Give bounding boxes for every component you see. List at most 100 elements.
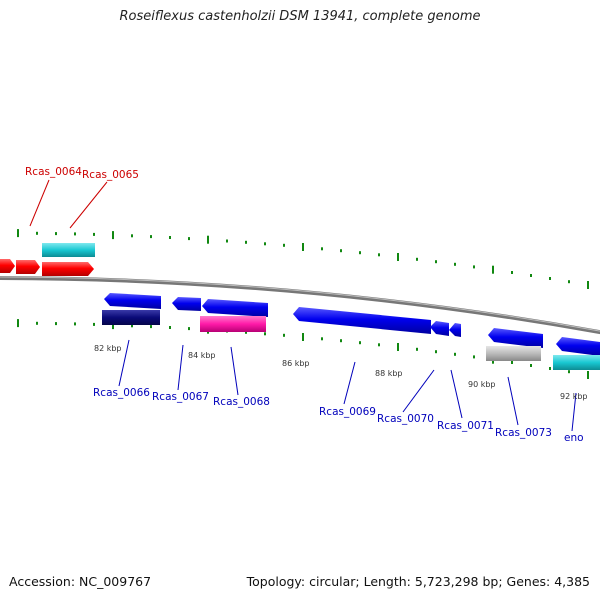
minor-tick [150,235,152,239]
genome-summary-text: Topology: circular; Length: 5,723,298 bp… [246,574,590,589]
gene-rcas-0065-arrow [42,262,94,276]
minor-tick [416,347,418,351]
minor-tick [454,352,456,356]
major-tick [397,343,399,351]
minor-tick [131,324,133,328]
minor-tick [169,236,171,239]
minor-tick [454,262,456,266]
minor-tick [340,339,342,343]
gene-rcas-0068-arrow [202,299,268,317]
minor-tick [169,326,171,329]
minor-tick [359,341,361,345]
minor-tick [36,321,38,325]
kbp-label: 84 kbp [188,351,216,360]
gene-label-rcas-0068[interactable]: Rcas_0068 [213,396,270,408]
gene-label-eno[interactable]: eno [564,432,584,444]
minor-tick [530,364,532,367]
genome-backbone [0,276,600,335]
minor-tick [435,260,437,264]
kbp-label: 90 kbp [468,380,496,389]
major-tick [302,243,304,251]
gene-rcas-0073-arrow [488,328,543,348]
minor-tick [321,337,323,341]
gene-rcas-0069-arrow [293,307,431,334]
rcas-0066-feature-bar [102,310,160,325]
minor-tick [435,350,437,354]
map-title: Roseiflexus castenholzii DSM 13941, comp… [119,9,481,24]
gene-eno-arrow [556,337,600,356]
kbp-label: 92 kbp [560,392,588,401]
minor-tick [245,330,247,334]
minor-tick [549,277,551,280]
gene-label-rcas-0067[interactable]: Rcas_0067 [152,391,209,403]
minor-tick [568,370,570,374]
minor-tick [473,265,475,269]
kbp-scale-labels: 82 kbp 84 kbp 86 kbp 88 kbp 90 kbp 92 kb… [94,344,588,401]
bottom-leader-lines [118,339,577,432]
minor-tick [264,242,266,246]
genome-backbone-highlight [0,276,600,332]
minor-tick [226,239,228,243]
minor-tick [36,231,38,235]
rcas-0068-feature-bar [200,316,266,332]
minor-tick [549,367,551,370]
minor-tick [188,237,190,241]
minor-tick [283,333,285,337]
kbp-label: 82 kbp [94,344,122,353]
rcas-0065-feature-bar [42,243,95,257]
kbp-label: 88 kbp [375,369,403,378]
minor-tick [150,325,152,329]
rcas-0073-feature-bar [486,346,541,361]
gene-rcas-0066-arrow [104,293,161,309]
minor-tick [93,322,95,326]
eno-feature-bar [553,355,600,370]
bottom-gene-labels: Rcas_0066 Rcas_0067 Rcas_0068 Rcas_0069 … [93,387,584,444]
gene-label-rcas-0071[interactable]: Rcas_0071 [437,420,494,432]
top-leader-lines [29,179,108,229]
minor-tick [93,232,95,236]
minor-tick [473,355,475,359]
minor-tick [511,361,513,364]
gene-label-rcas-0069[interactable]: Rcas_0069 [319,406,376,418]
minor-tick [378,343,380,347]
gene-label-rcas-0073[interactable]: Rcas_0073 [495,427,552,439]
major-tick [397,253,399,261]
major-tick [112,321,114,330]
minor-tick [416,257,418,261]
gene-label-rcas-0066[interactable]: Rcas_0066 [93,387,150,399]
minor-tick [74,232,76,236]
accession-text: Accession: NC_009767 [9,574,152,589]
gene-arrow-forward [0,259,15,273]
kbp-label: 86 kbp [282,359,310,368]
major-tick [302,333,304,341]
major-tick [587,281,589,289]
minor-tick [188,327,190,331]
gene-rcas-0067-arrow [172,297,201,311]
minor-tick [131,234,133,238]
minor-tick [568,280,570,284]
minor-tick [321,247,323,251]
minor-tick [511,271,513,274]
tick-marks [17,229,589,379]
minor-tick [55,232,57,236]
minor-tick [245,240,247,244]
gene-label-rcas-0070[interactable]: Rcas_0070 [377,413,434,425]
major-tick [587,371,589,379]
minor-tick [340,249,342,253]
major-tick [207,235,209,244]
gene-label-rcas-0064[interactable]: Rcas_0064 [25,166,82,178]
major-tick [17,319,19,328]
gene-rcas-0071-arrow [449,323,461,337]
gene-rcas-0070-arrow [430,321,449,336]
major-tick [492,265,494,274]
gene-label-rcas-0065[interactable]: Rcas_0065 [82,169,139,181]
minor-tick [283,243,285,247]
minor-tick [378,253,380,257]
minor-tick [264,332,266,336]
gene-arrow-forward [16,260,40,274]
major-tick [17,229,19,238]
minor-tick [55,322,57,326]
major-tick [112,231,114,240]
top-gene-labels: Rcas_0064 Rcas_0065 [25,166,139,181]
